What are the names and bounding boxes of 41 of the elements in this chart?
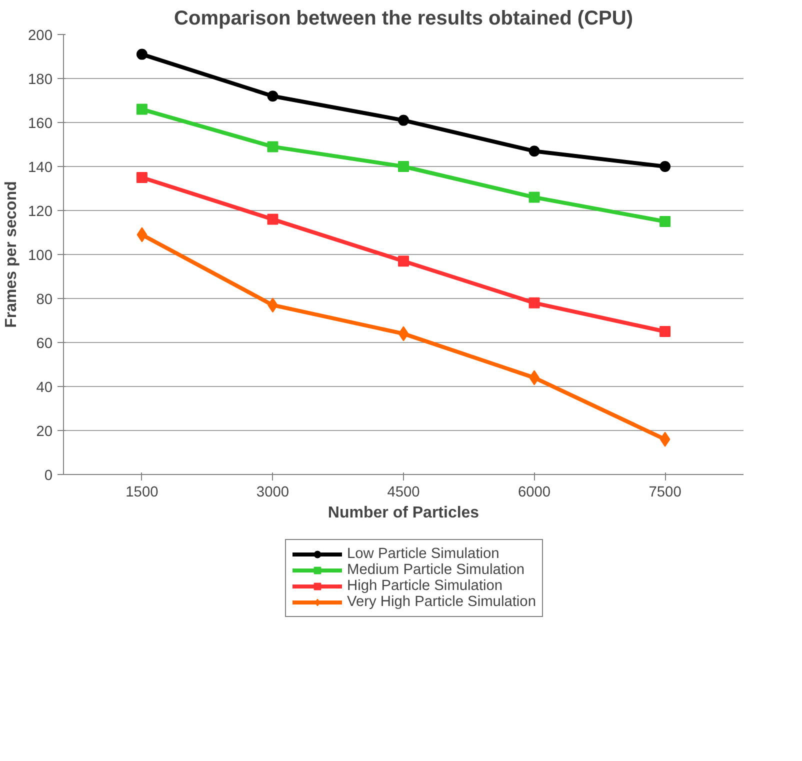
y-tick-label: 100 [28, 248, 53, 264]
legend-label: Very High Particle Simulation [347, 594, 536, 610]
point [528, 297, 540, 308]
x-tick-label: 1500 [126, 484, 158, 500]
point [136, 227, 148, 242]
x-tick-label: 4500 [387, 484, 420, 500]
point [398, 114, 409, 126]
point [660, 161, 671, 172]
x-tick-label: 3000 [256, 484, 290, 500]
x-tick-label: 7500 [648, 484, 682, 500]
x-axis-title: Number of Particles [328, 504, 480, 522]
point [660, 216, 671, 227]
point [267, 214, 278, 225]
y-tick-label: 160 [28, 116, 53, 132]
point [136, 104, 148, 115]
legend-label: Medium Particle Simulation [347, 562, 525, 578]
point [398, 161, 409, 172]
point [528, 192, 540, 203]
point [528, 146, 540, 157]
point [136, 48, 148, 60]
point [267, 141, 278, 152]
y-tick-label: 0 [44, 468, 53, 484]
x-tick-label: 6000 [518, 484, 551, 500]
chart-title: Comparison between the results obtained (CPU) [174, 8, 633, 30]
y-tick-label: 60 [36, 336, 53, 352]
point [660, 432, 670, 447]
point [398, 256, 409, 267]
point [136, 172, 148, 183]
point [267, 90, 278, 102]
y-tick-label: 20 [36, 424, 53, 440]
point [660, 326, 671, 337]
legend-label: High Particle Simulation [347, 578, 503, 594]
y-tick-label: 140 [28, 160, 53, 176]
y-axis-title: Frames per second [3, 181, 20, 328]
y-tick-label: 40 [36, 380, 53, 396]
legend-label: Low Particle Simulation [347, 546, 500, 562]
y-tick-label: 200 [28, 28, 53, 44]
point [398, 326, 409, 342]
y-tick-label: 180 [28, 72, 53, 88]
y-tick-label: 80 [36, 292, 53, 308]
y-tick-label: 120 [28, 204, 53, 220]
